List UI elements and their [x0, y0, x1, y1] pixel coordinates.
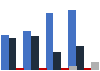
Bar — [53, 52, 61, 70]
Bar — [61, 68, 69, 70]
Bar — [92, 62, 99, 70]
Bar — [68, 10, 76, 70]
Bar — [31, 36, 39, 70]
Bar — [69, 66, 77, 70]
Bar — [16, 68, 24, 70]
Bar — [76, 46, 84, 70]
Bar — [46, 13, 53, 70]
Bar — [1, 35, 8, 70]
Bar — [23, 31, 31, 70]
Bar — [84, 68, 92, 70]
Bar — [39, 68, 47, 70]
Bar — [8, 38, 16, 70]
